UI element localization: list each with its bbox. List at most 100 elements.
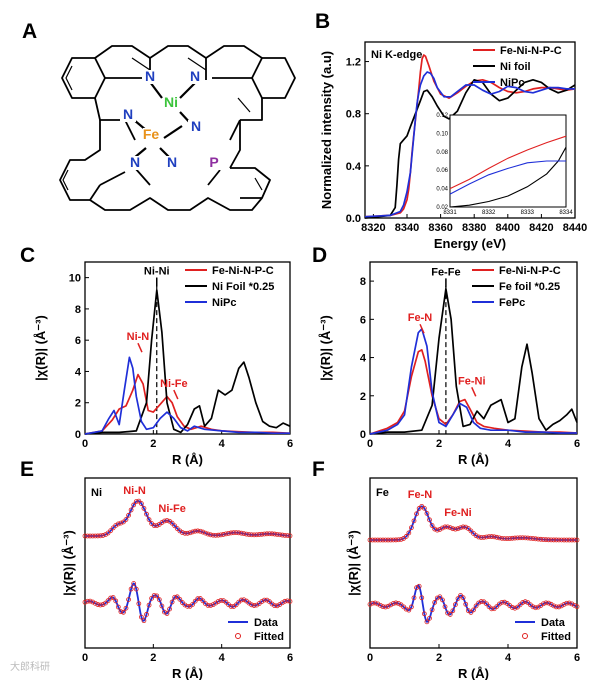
fit-point-upper — [287, 533, 293, 539]
x-tick-label: 2 — [436, 438, 442, 450]
legend-label: Fe-Ni-N-P-C — [500, 45, 562, 57]
element-label: Fe — [376, 487, 389, 499]
fit-point-lower — [388, 602, 394, 608]
fit-point-lower — [105, 598, 111, 604]
fit-point-lower — [82, 599, 88, 605]
atom-backdrop — [127, 156, 143, 170]
y-tick-label: 0 — [360, 429, 366, 441]
watermark: 大郎科研 — [10, 660, 50, 673]
legend-label: Fe-Ni-N-P-C — [499, 265, 561, 277]
fit-point-lower — [249, 602, 254, 608]
fit-point-upper — [200, 529, 206, 535]
x-tick-label: 2 — [150, 652, 156, 664]
chart-E: 0 2 4 6 R (Å) |χ(R)| (Å⁻³) Ni Ni-N Ni-Fe Data Fitt… — [61, 477, 293, 680]
fit-point-lower — [546, 600, 551, 606]
fit-point-lower — [218, 598, 224, 603]
fit-point-upper — [494, 534, 500, 540]
fit-point-lower — [195, 596, 201, 602]
fit-point-upper — [548, 537, 554, 543]
fit-point-lower — [274, 603, 280, 609]
fit-point-lower — [103, 600, 108, 606]
fit-point-upper — [279, 532, 285, 538]
fit-point-upper — [251, 532, 257, 538]
peak-annotation: Ni-Fe — [158, 503, 186, 515]
fit-point-lower — [447, 612, 453, 617]
fit-point-upper — [455, 526, 461, 532]
fit-point-lower — [434, 595, 440, 601]
fit-point-lower — [463, 601, 469, 607]
fit-point-lower — [167, 606, 172, 612]
fit-point-lower — [238, 597, 244, 603]
fit-point-upper — [421, 505, 427, 511]
fit-point-upper — [146, 517, 152, 522]
fit-point-upper — [569, 537, 575, 543]
fit-point-upper — [85, 533, 90, 539]
fit-point-lower — [90, 599, 96, 605]
series-line-1 — [369, 287, 578, 435]
x-tick-label: 8440 — [563, 222, 587, 234]
x-axis-label: R (Å) — [458, 666, 489, 680]
x-tick-label: 6 — [574, 652, 580, 664]
fit-point-upper — [512, 535, 518, 541]
fit-point-upper — [277, 532, 283, 538]
fit-point-lower — [421, 611, 427, 617]
fit-point-lower — [126, 597, 131, 602]
fit-point-lower — [121, 609, 126, 615]
fit-point-upper — [458, 525, 463, 531]
fit-point-upper — [285, 533, 290, 538]
fit-point-upper — [151, 523, 157, 528]
fit-point-upper — [553, 537, 559, 543]
fit-point-lower — [367, 601, 373, 607]
fit-point-lower — [522, 599, 528, 605]
fit-point-lower — [164, 611, 170, 616]
fit-point-upper — [396, 537, 401, 543]
fit-point-upper — [509, 535, 515, 541]
fit-point-upper — [515, 535, 520, 541]
y-tick-label: 4 — [75, 366, 82, 378]
legend-swatch — [235, 633, 241, 639]
fit-point-lower — [416, 583, 422, 589]
fit-point-lower — [520, 600, 526, 605]
fit-point-lower — [172, 594, 178, 600]
fit-point-upper — [502, 536, 507, 542]
fit-point-upper — [205, 531, 211, 537]
atom-backdrop — [206, 156, 222, 170]
fit-point-lower — [131, 581, 137, 586]
annotation-arrow — [419, 323, 425, 334]
data-curve-upper — [85, 499, 291, 537]
plot-frame — [364, 41, 576, 219]
fit-point-lower — [499, 599, 505, 605]
x-tick-label: 6 — [287, 652, 293, 664]
fit-point-upper — [434, 527, 440, 533]
annotation-arrow — [471, 387, 477, 397]
legend-label: Ni foil — [500, 61, 531, 73]
fit-point-lower — [385, 603, 391, 609]
fit-point-upper — [90, 533, 96, 539]
legend-label: NiPc — [212, 297, 236, 309]
fit-point-lower — [476, 600, 482, 606]
fit-point-upper — [236, 530, 242, 536]
fit-point-lower — [136, 601, 142, 607]
fit-point-upper — [533, 536, 538, 542]
inset-series-line-2 — [449, 160, 566, 195]
annotation-arrow — [137, 342, 143, 353]
fit-point-lower — [419, 595, 425, 601]
fit-point-lower — [411, 595, 417, 601]
fit-point-upper — [261, 531, 267, 537]
y-axis-label: |χ(R)| (Å⁻³) — [318, 315, 333, 381]
atom-backdrop — [163, 96, 179, 110]
fit-point-lower — [533, 605, 538, 611]
x-tick-label: 4 — [219, 652, 226, 664]
fit-point-upper — [507, 536, 513, 541]
fit-point-lower — [182, 602, 188, 608]
fit-point-upper — [238, 530, 244, 536]
legend-label: Data — [541, 617, 566, 629]
fit-point-lower — [162, 609, 167, 615]
x-tick-label: 4 — [505, 652, 512, 664]
x-tick-label: 8360 — [428, 222, 452, 234]
fit-point-lower — [146, 602, 152, 608]
fit-point-lower — [285, 598, 290, 604]
fit-point-lower — [215, 599, 221, 604]
atom-label: N — [191, 118, 201, 134]
